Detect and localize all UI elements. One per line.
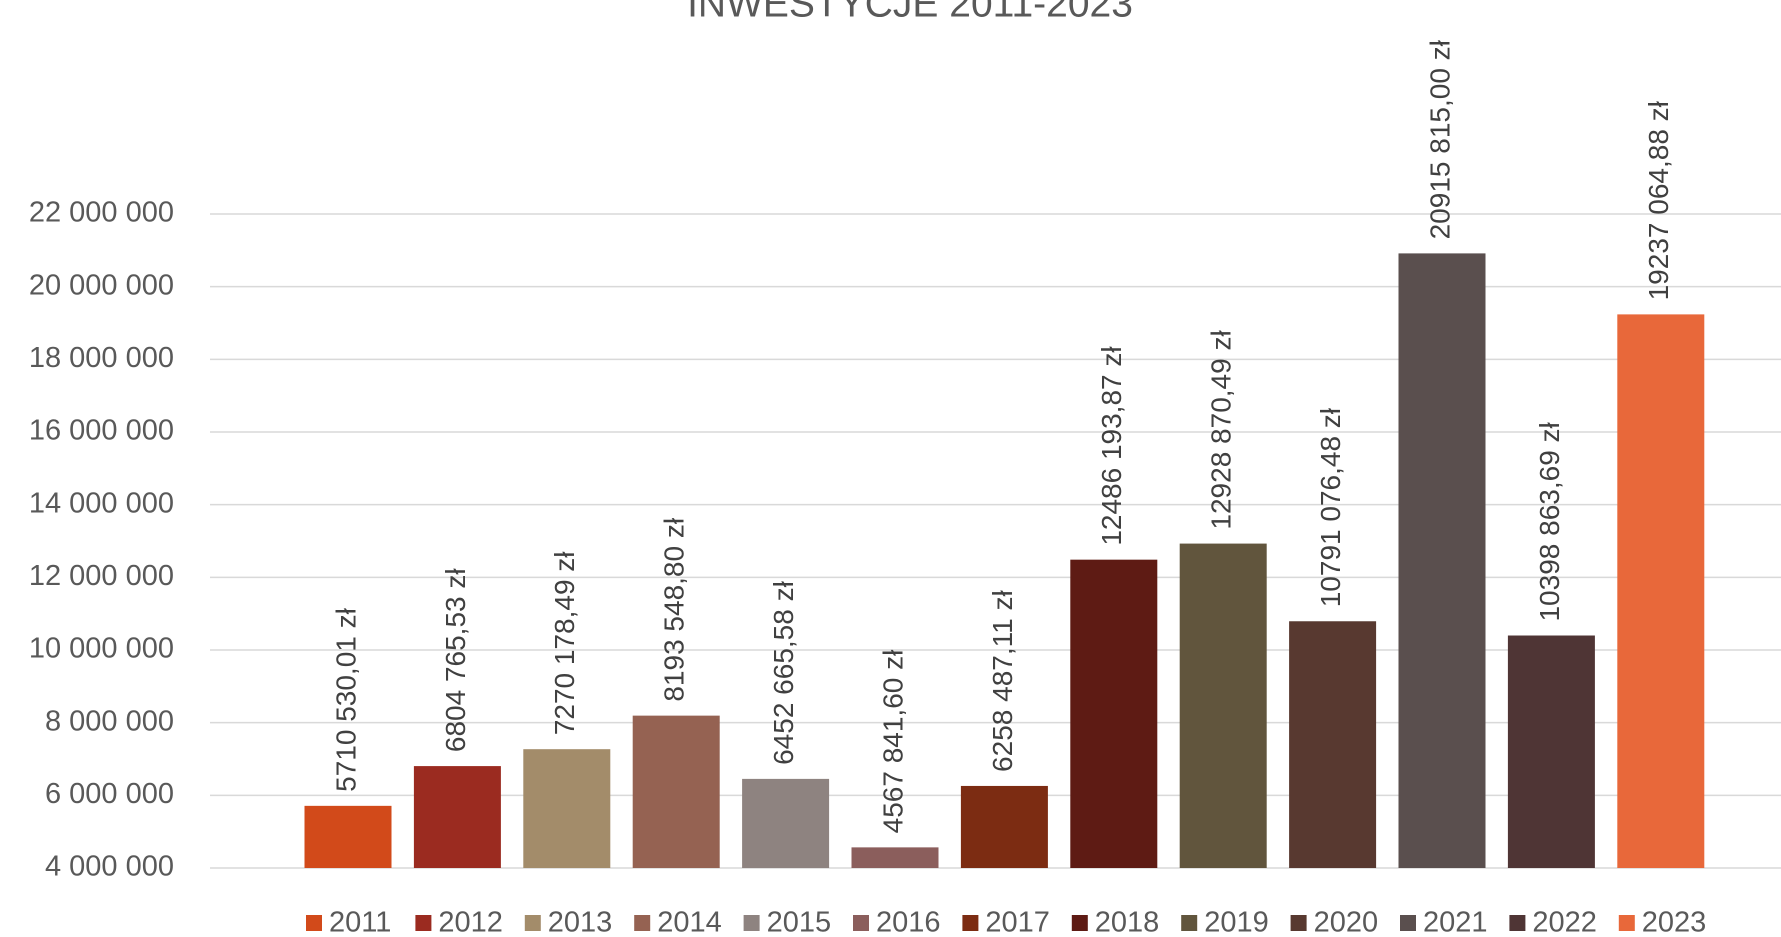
legend-swatch bbox=[415, 915, 432, 931]
value-label: 10791 076,48 zł bbox=[1315, 407, 1346, 607]
legend-swatch bbox=[634, 915, 651, 931]
value-label: 6804 765,53 zł bbox=[440, 568, 471, 752]
legend-swatch bbox=[1400, 915, 1416, 931]
y-tick-label: 22 000 000 bbox=[29, 197, 174, 229]
bar bbox=[851, 847, 939, 868]
legend-swatch bbox=[853, 915, 869, 931]
legend-label: 2023 bbox=[1642, 907, 1707, 937]
legend-label: 2011 bbox=[329, 907, 391, 937]
bar bbox=[742, 778, 830, 868]
value-label: 19237 064,88 zł bbox=[1643, 100, 1674, 300]
bar bbox=[1507, 635, 1595, 868]
y-tick-label: 20 000 000 bbox=[29, 269, 174, 301]
legend-swatch bbox=[306, 915, 322, 931]
bar bbox=[1398, 253, 1486, 868]
legend-label: 2021 bbox=[1423, 907, 1488, 937]
value-label: 6452 665,58 zł bbox=[768, 580, 799, 764]
value-label: 12486 193,87 zł bbox=[1096, 346, 1127, 546]
bar bbox=[1289, 621, 1377, 868]
value-label: 20915 815,00 zł bbox=[1424, 39, 1455, 239]
legend-label: 2020 bbox=[1314, 907, 1379, 937]
legend-label: 2019 bbox=[1204, 907, 1269, 937]
bar bbox=[960, 785, 1048, 868]
legend-label: 2018 bbox=[1095, 907, 1160, 937]
bar bbox=[632, 715, 720, 868]
legend-label: 2022 bbox=[1532, 907, 1597, 937]
legend-swatch bbox=[1509, 915, 1526, 931]
bar bbox=[1070, 559, 1158, 868]
value-label: 12928 870,49 zł bbox=[1206, 330, 1237, 530]
legend-label: 2015 bbox=[767, 907, 832, 937]
y-tick-label: 8 000 000 bbox=[45, 705, 174, 737]
y-tick-label: 10 000 000 bbox=[29, 633, 174, 665]
bar bbox=[523, 749, 611, 868]
value-label: 6258 487,11 zł bbox=[987, 590, 1018, 772]
legend-swatch bbox=[1071, 915, 1088, 931]
y-tick-label: 16 000 000 bbox=[29, 415, 174, 447]
value-label: 5710 530,01 zł bbox=[330, 607, 361, 791]
y-tick-label: 14 000 000 bbox=[29, 487, 174, 519]
y-tick-label: 12 000 000 bbox=[29, 560, 174, 592]
bar bbox=[1179, 543, 1267, 868]
y-tick-label: 4 000 000 bbox=[45, 851, 174, 883]
value-label: 4567 841,60 zł bbox=[877, 649, 908, 833]
bar bbox=[304, 805, 392, 868]
legend-label: 2014 bbox=[657, 907, 722, 937]
legend-swatch bbox=[743, 915, 760, 931]
legend-label: 2013 bbox=[548, 907, 613, 937]
y-tick-label: 6 000 000 bbox=[45, 778, 174, 810]
value-label: 10398 863,69 zł bbox=[1534, 421, 1565, 621]
value-label: 8193 548,80 zł bbox=[659, 517, 690, 701]
legend-swatch bbox=[962, 915, 979, 931]
legend-label: 2012 bbox=[438, 907, 503, 937]
bar bbox=[1617, 314, 1705, 868]
legend-swatch bbox=[524, 915, 541, 931]
bar bbox=[413, 766, 501, 868]
legend-label: 2017 bbox=[985, 907, 1050, 937]
chart-title: INWESTYCJE 2011-2023 bbox=[687, 0, 1133, 25]
value-label: 7270 178,49 zł bbox=[549, 551, 580, 735]
legend-swatch bbox=[1618, 915, 1635, 931]
legend-swatch bbox=[1181, 915, 1198, 931]
legend-label: 2016 bbox=[876, 907, 941, 937]
legend-swatch bbox=[1290, 915, 1307, 931]
y-tick-label: 18 000 000 bbox=[29, 342, 174, 374]
